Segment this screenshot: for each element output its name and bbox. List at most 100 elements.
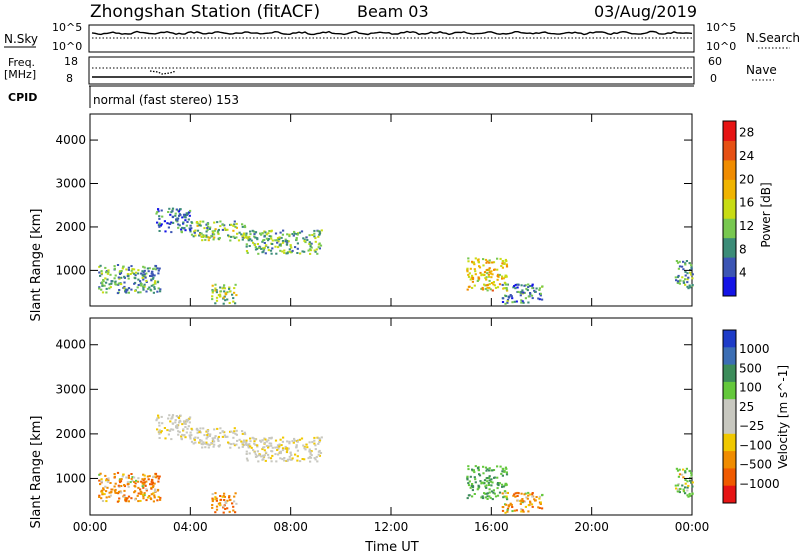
velocity-echo-cell <box>230 430 233 433</box>
power-echo-cell <box>219 225 222 228</box>
velocity-echo-cell <box>265 440 268 443</box>
velocity-ytick-label: 1000 <box>55 471 86 485</box>
velocity-echo-cell <box>496 494 500 497</box>
power-echo-cell <box>231 293 234 296</box>
velocity-echo-cell <box>199 427 202 430</box>
velocity-echo-cell <box>242 440 245 443</box>
velocity-echo-cell <box>301 458 304 460</box>
power-echo-cell <box>153 286 156 289</box>
velocity-echo-cell <box>214 498 217 501</box>
velocity-echo-cell <box>192 442 195 445</box>
power-echo-cell <box>267 238 270 240</box>
velocity-echo-cell <box>134 482 137 485</box>
velocity-echo-cell <box>176 426 179 429</box>
velocity-echo-cell <box>247 446 250 449</box>
power-echo-cell <box>471 280 474 283</box>
power-echo-cell <box>230 223 233 226</box>
power-echo-cell <box>120 276 123 279</box>
velocity-echo-cell <box>293 439 297 442</box>
velocity-colorbar-tick: −1000 <box>739 477 780 491</box>
nsearch-tick-bottom: 10^0 <box>706 40 736 53</box>
power-echo-cell <box>688 284 691 287</box>
power-echo-cell <box>304 241 307 244</box>
velocity-echo-cell <box>481 481 485 484</box>
velocity-echo-cell <box>232 436 235 439</box>
power-echo-cell <box>142 286 145 289</box>
power-echo-cell <box>219 286 222 289</box>
velocity-echo-cell <box>213 443 216 446</box>
power-echo-cell <box>156 211 159 213</box>
velocity-echo-cell <box>144 484 147 487</box>
power-echo-cell <box>512 286 515 289</box>
velocity-echo-cell <box>309 452 312 455</box>
velocity-echo-cell <box>499 465 502 468</box>
power-echo-cell <box>235 236 238 239</box>
power-echo-cell <box>242 233 245 236</box>
velocity-echo-cell <box>177 433 180 436</box>
velocity-echo-cell <box>189 431 192 434</box>
power-echo-cell <box>264 231 267 234</box>
velocity-echo-cell <box>160 415 163 418</box>
velocity-echo-cell <box>156 475 159 478</box>
velocity-echo-cell <box>232 505 235 508</box>
power-echo-cell <box>158 230 161 232</box>
power-echo-cell <box>145 281 148 283</box>
velocity-echo-cell <box>482 465 485 468</box>
velocity-echo-cell <box>491 469 494 472</box>
velocity-echo-cell <box>684 492 687 495</box>
velocity-echo-cell <box>156 499 159 502</box>
velocity-echo-cell <box>505 471 508 474</box>
power-echo-cell <box>130 269 133 272</box>
velocity-echo-cell <box>108 495 111 498</box>
power-echo-cell <box>514 287 517 290</box>
velocity-echo-cell <box>184 426 187 428</box>
velocity-echo-cell <box>481 497 485 500</box>
power-echo-cell <box>691 273 694 276</box>
time-xlabel: Time UT <box>364 540 418 554</box>
power-echo-cell <box>193 230 196 233</box>
velocity-echo-cell <box>181 423 184 426</box>
power-echo-cell <box>496 275 499 277</box>
power-echo-cell <box>254 231 257 234</box>
velocity-echo-cell <box>471 486 475 489</box>
velocity-echo-cell <box>157 414 160 417</box>
power-echo-cell <box>243 224 246 227</box>
power-echo-cell <box>141 274 144 277</box>
power-echo-cell <box>121 267 124 270</box>
power-echo-cell <box>502 277 505 280</box>
power-echo-cell <box>466 267 469 270</box>
velocity-echo-cell <box>105 479 108 482</box>
power-echo-cell <box>527 286 530 289</box>
power-echo-cell <box>283 251 286 254</box>
power-echo-cell <box>100 272 103 275</box>
power-echo-cell <box>527 283 530 286</box>
time-xtick-label: 08:00 <box>273 520 308 534</box>
velocity-echo-cell <box>489 480 493 483</box>
velocity-colorbar-swatch <box>723 364 736 383</box>
velocity-echo-cell <box>531 492 534 494</box>
power-echo-cell <box>100 270 103 273</box>
power-echo-cell <box>228 235 231 238</box>
power-echo-cell <box>170 211 173 214</box>
power-echo-cell <box>477 261 480 264</box>
power-echo-cell <box>206 228 209 231</box>
power-echo-cell <box>526 289 529 292</box>
velocity-echo-cell <box>690 481 693 484</box>
velocity-echo-cell <box>105 496 108 499</box>
velocity-colorbar-swatch <box>723 399 736 417</box>
power-echo-cell <box>317 230 320 233</box>
power-echo-cell <box>535 287 538 290</box>
power-echo-cell <box>682 260 685 263</box>
time-xtick-label: 20:00 <box>574 520 609 534</box>
velocity-echo-cell <box>159 496 162 499</box>
power-echo-cell <box>143 266 146 269</box>
power-echo-cell <box>241 225 244 228</box>
velocity-echo-cell <box>137 477 140 480</box>
velocity-echo-cell <box>264 438 267 441</box>
velocity-echo-cell <box>211 498 214 501</box>
velocity-echo-cell <box>467 484 471 487</box>
velocity-echo-cell <box>178 431 181 434</box>
power-echo-cell <box>471 260 474 263</box>
power-echo-cell <box>217 232 220 235</box>
nsky-panel-frame <box>88 24 695 53</box>
